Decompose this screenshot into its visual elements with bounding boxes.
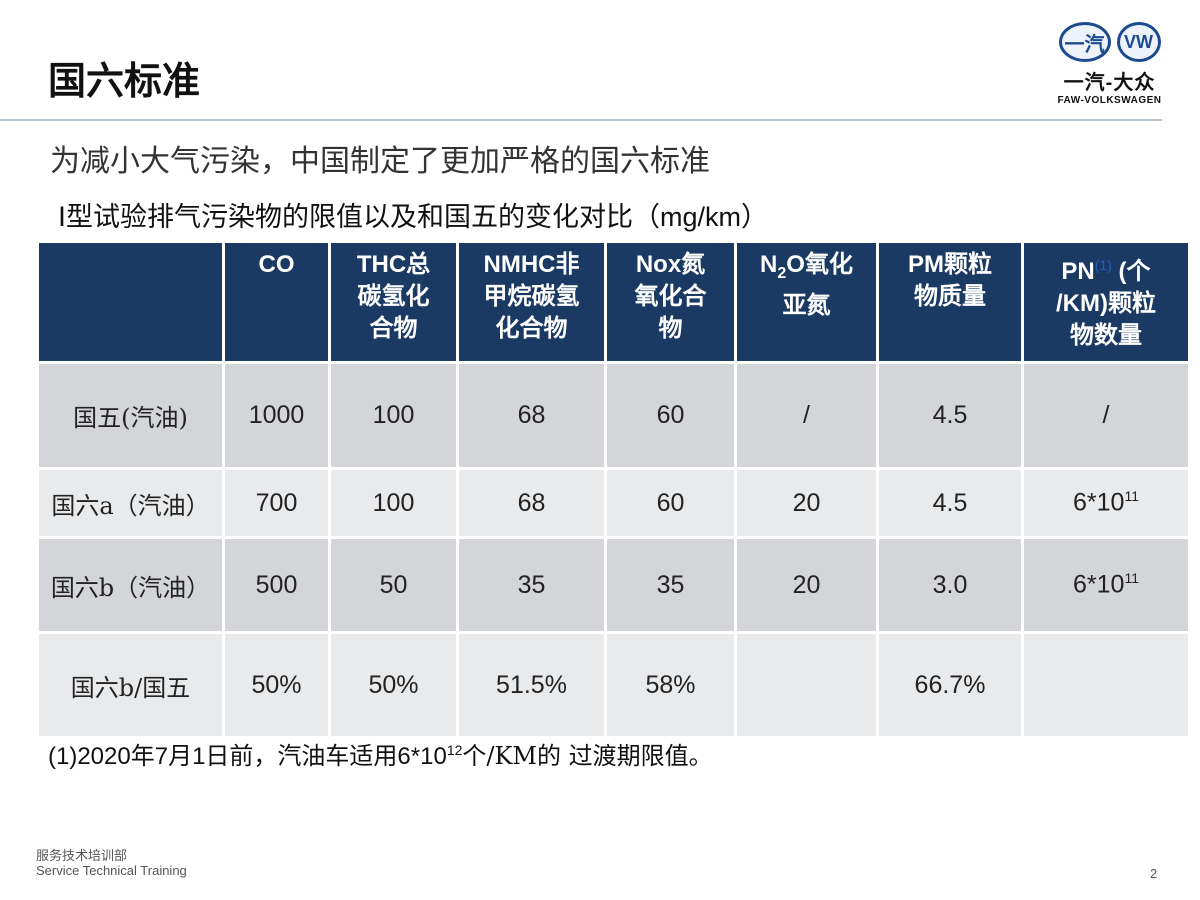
table-cell: 4.5 <box>876 467 1024 539</box>
table-cell: 6*1011 <box>1021 536 1191 634</box>
column-header-label: PM颗粒 物质量 <box>908 251 992 310</box>
table-cell: 500 <box>222 536 331 634</box>
table-cell: 6*1011 <box>1021 467 1191 539</box>
logo-en-text: FAW-VOLKSWAGEN <box>1057 95 1162 106</box>
column-header-label: PN(1) (个 /KM)颗粒 物数量 <box>1056 257 1156 349</box>
footnote-text: (1)2020年7月1日前，汽油车适用6*10 <box>48 743 447 770</box>
footnote-exponent: 12 <box>446 742 463 758</box>
footnote-ref: (1) <box>1094 257 1112 273</box>
table-cell: 35 <box>604 536 737 634</box>
table-cell: 51.5% <box>456 631 607 739</box>
row-label: 国五(汽油) <box>36 361 225 470</box>
exponent: 11 <box>1124 488 1139 505</box>
table-cell: 4.5 <box>876 361 1024 470</box>
table-cell: 100 <box>328 361 459 470</box>
footnote: (1)2020年7月1日前，汽油车适用6*1012个/KM的 过渡期限值。 <box>48 736 713 771</box>
column-header: PM颗粒 物质量 <box>876 240 1024 364</box>
table-cell: 60 <box>604 361 737 470</box>
faw-emblem-icon: 一汽 <box>1058 22 1111 62</box>
table-cell: / <box>1021 361 1191 470</box>
column-header: CO <box>222 240 331 364</box>
row-label: 国六b（汽油） <box>36 536 225 634</box>
subtitle: 为减小大气污染，中国制定了更加严格的国六标准 <box>50 145 710 178</box>
table-row: 国六b/国五 50% 50% 51.5% 58% 66.7% <box>36 631 1191 739</box>
table-cell: 58% <box>604 631 737 739</box>
table-cell: 100 <box>328 467 459 539</box>
column-header-label: Nox氮 氧化合 物 <box>634 251 707 342</box>
table-cell <box>1021 631 1191 739</box>
table-cell: 50% <box>222 631 331 739</box>
table-row: 国六b（汽油） 500 50 35 35 20 3.0 6*1011 <box>36 536 1191 634</box>
row-label: 国六a（汽油） <box>36 467 225 539</box>
column-header-label: N2O氧化 亚氮 <box>760 251 853 319</box>
vw-emblem-icon: VW <box>1116 22 1161 62</box>
column-header: N2O氧化 亚氮 <box>734 240 879 364</box>
table-cell: 20 <box>734 467 879 539</box>
table-cell: 68 <box>456 361 607 470</box>
table-cell: 60 <box>604 467 737 539</box>
column-header-label: NMHC非 甲烷碳氢 化合物 <box>483 251 580 342</box>
column-header <box>36 240 225 364</box>
footer-department: 服务技术培训部 <box>36 849 128 864</box>
table-cell: 66.7% <box>876 631 1024 739</box>
column-header: PN(1) (个 /KM)颗粒 物数量 <box>1021 240 1191 364</box>
exponent: 11 <box>1124 570 1139 587</box>
column-header: NMHC非 甲烷碳氢 化合物 <box>456 240 607 364</box>
table-row: 国五(汽油) 1000 100 68 60/4.5/ <box>36 361 1191 470</box>
footer-english: Service Technical Training <box>36 863 187 878</box>
faw-volkswagen-logo: 一汽 VW 一汽-大众 FAW-VOLKSWAGEN <box>1052 22 1167 114</box>
subscript: 2 <box>777 264 787 282</box>
column-header: THC总 碳氢化 合物 <box>328 240 459 364</box>
table-cell: / <box>734 361 879 470</box>
table-cell: 50 <box>328 536 459 634</box>
table-row: 国六a（汽油） 700 100 68 60 20 4.5 6*1011 <box>36 467 1191 539</box>
table-cell: 35 <box>456 536 607 634</box>
row-label: 国六b/国五 <box>36 631 225 739</box>
table-cell: 50% <box>328 631 459 739</box>
column-header-label: CO <box>258 251 295 278</box>
table-header-row: CO THC总 碳氢化 合物 NMHC非 甲烷碳氢 化合物 Nox氮 氧化合 物 N2O… <box>36 240 1191 364</box>
table-cell: 68 <box>456 467 607 539</box>
emission-limits-table: CO THC总 碳氢化 合物 NMHC非 甲烷碳氢 化合物 Nox氮 氧化合 物 N2O… <box>36 240 1191 739</box>
table-cell: 700 <box>222 467 331 539</box>
footnote-text-end: 个/KM的 过渡期限值。 <box>462 742 713 770</box>
table-cell: 1000 <box>222 361 331 470</box>
logo-cn-text: 一汽-大众 <box>1063 72 1156 94</box>
page-number: 2 <box>1150 866 1158 881</box>
table-cell <box>734 631 879 739</box>
header-divider <box>0 119 1162 121</box>
column-header: Nox氮 氧化合 物 <box>604 240 737 364</box>
page-title: 国六标准 <box>48 61 201 103</box>
table-cell: 3.0 <box>876 536 1024 634</box>
table-caption: Ⅰ型试验排气污染物的限值以及和国五的变化对比（mg/km） <box>58 202 768 232</box>
table-cell: 20 <box>734 536 879 634</box>
column-header-label: THC总 碳氢化 合物 <box>356 251 431 342</box>
